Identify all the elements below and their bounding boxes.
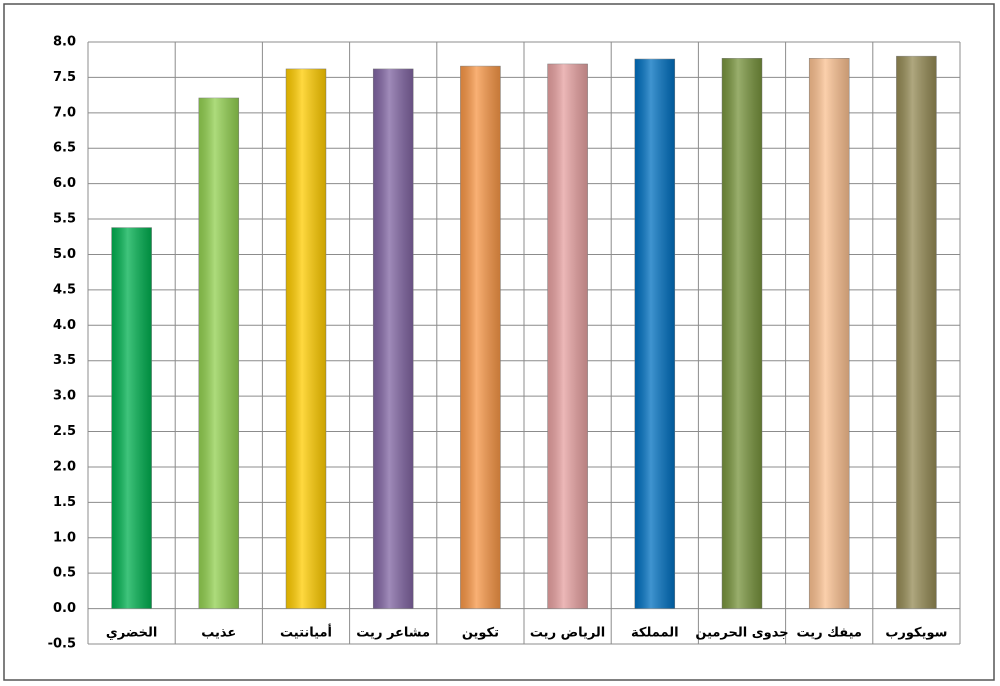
y-tick-label: 4.0 <box>53 318 76 333</box>
y-tick-label: 0.5 <box>53 566 76 581</box>
bar-shading <box>722 58 762 609</box>
y-tick-label: 6.0 <box>53 176 76 191</box>
bar-shading <box>198 97 239 609</box>
y-tick-label: 3.5 <box>53 353 76 368</box>
y-tick-label: 1.0 <box>53 530 76 545</box>
y-tick-label: 2.0 <box>53 459 76 474</box>
x-tick-label: مشاعر ريت <box>356 626 430 641</box>
y-tick-label: 2.5 <box>53 424 76 439</box>
bar-shading <box>286 68 326 609</box>
y-tick-label: 0.0 <box>53 601 76 616</box>
y-tick-label: 3.0 <box>53 389 76 404</box>
x-tick-label: ميفك ريت <box>796 626 861 641</box>
y-tick-label: 4.5 <box>53 282 76 297</box>
bar-shading <box>896 56 937 609</box>
bar-shading <box>460 66 501 609</box>
y-tick-label: 7.0 <box>53 105 76 120</box>
bar-shading <box>111 227 152 609</box>
y-tick-label: 6.5 <box>53 141 76 156</box>
x-tick-label: جدوى الحرمين <box>695 626 788 641</box>
x-tick-label: تكوين <box>462 626 499 641</box>
y-tick-label: 8.0 <box>53 35 76 50</box>
bar-shading <box>373 68 414 609</box>
y-tick-label: -0.5 <box>48 637 76 652</box>
x-tick-label: عذيب <box>201 626 236 641</box>
y-tick-label: 1.5 <box>53 495 76 510</box>
x-tick-label: الخضري <box>106 626 158 641</box>
bar-shading <box>547 63 588 609</box>
x-tick-label: أميانتيت <box>280 624 332 641</box>
x-tick-label: الرياض ريت <box>530 626 605 641</box>
y-tick-label: 5.5 <box>53 212 76 227</box>
x-tick-label: سويكورب <box>885 626 947 641</box>
y-tick-label: 7.5 <box>53 70 76 85</box>
x-tick-label: المملكة <box>631 626 679 641</box>
bar-shading <box>634 58 675 609</box>
y-tick-label: 5.0 <box>53 247 76 262</box>
bar-shading <box>809 58 850 609</box>
